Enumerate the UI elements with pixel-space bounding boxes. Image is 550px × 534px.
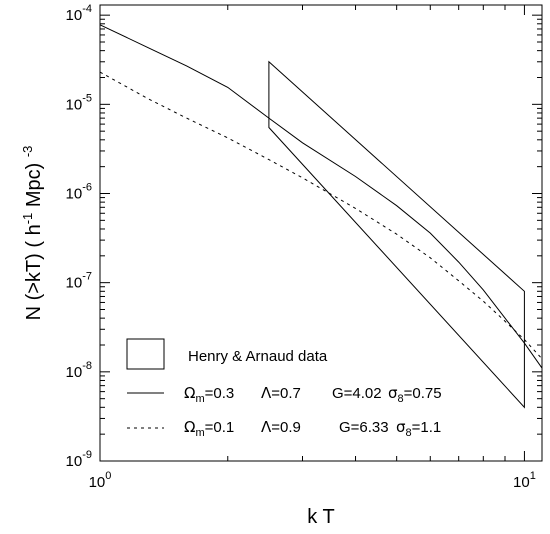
plot-frame	[99, 4, 543, 462]
y-tick-label: 10-6	[66, 181, 92, 202]
legend-solid-g: G=4.02	[332, 385, 382, 402]
henry-arnaud-data-box	[268, 60, 525, 409]
legend-solid-sigma: σ8=0.75	[388, 384, 442, 405]
series-layer	[99, 24, 543, 369]
y-tick-label: 10-4	[66, 3, 92, 24]
legend: Henry & Arnaud data Ωm=0.3 Λ=0.7 G=4.02 …	[126, 338, 442, 439]
y-tick-label: 10-5	[66, 92, 92, 113]
y-tick-label: 10-9	[66, 449, 92, 470]
legend-solid-label: Ωm=0.3	[184, 384, 234, 405]
data-box-layer	[268, 60, 525, 409]
legend-box-label: Henry & Arnaud data	[188, 348, 328, 365]
legend-box-swatch	[126, 338, 165, 370]
series-dashed-line	[99, 71, 543, 360]
y-tick-label: 10-7	[66, 271, 92, 292]
legend-dashed-g: G=6.33	[339, 419, 389, 436]
y-tick-label: 10-8	[66, 360, 92, 381]
y-axis-label: N (>kT) ( h-1 Mpc) -3	[20, 146, 45, 321]
legend-dashed-label: Ωm=0.1	[184, 418, 234, 439]
axis-ticks: 10-9 10-8 10-7 10-6 10-5 10-4 100 101	[66, 3, 542, 491]
x-tick-label: 101	[513, 470, 536, 491]
series-solid-line	[99, 24, 543, 369]
x-axis-label: k T	[307, 506, 334, 528]
x-tick-label: 100	[89, 470, 112, 491]
legend-solid-lambda: Λ=0.7	[261, 384, 301, 402]
legend-dashed-lambda: Λ=0.9	[261, 418, 301, 436]
legend-dashed-sigma: σ8=1.1	[396, 418, 441, 439]
